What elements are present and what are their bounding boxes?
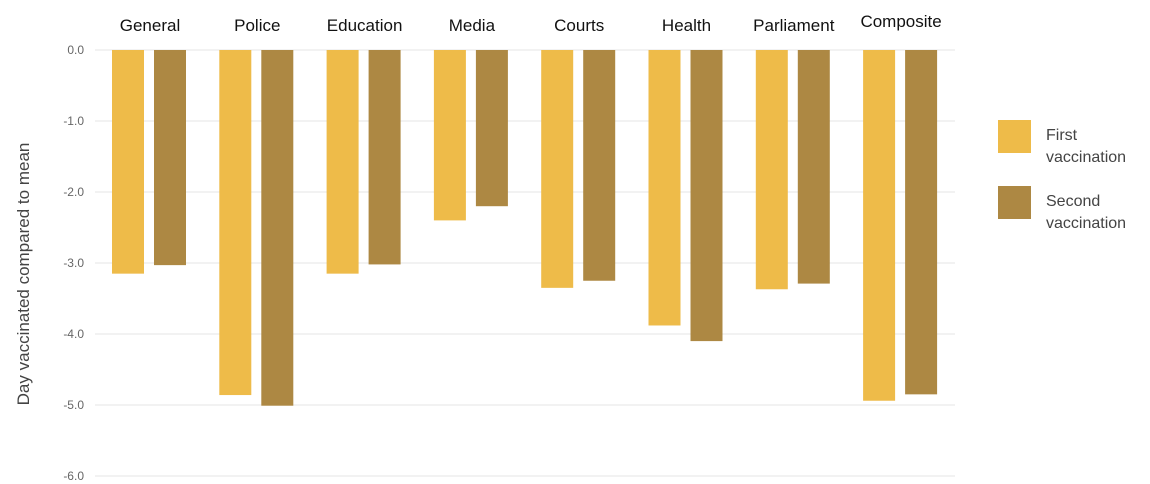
category-label: Courts	[554, 16, 604, 35]
bar-second-police	[261, 50, 294, 406]
category-labels: General Police Education Media Courts Health P…	[120, 12, 942, 35]
legend-label-second: Second vaccination	[1046, 193, 1126, 232]
y-tick-label: -5.0	[63, 398, 84, 412]
y-tick-label: -6.0	[63, 469, 84, 483]
category-label: Health	[662, 16, 711, 35]
bar-second-health	[690, 50, 723, 342]
legend: First vaccination Second vaccination	[998, 120, 1126, 232]
category-label: Parliament	[753, 16, 835, 35]
bar-first-police	[219, 50, 252, 396]
y-tick-label: -4.0	[63, 327, 84, 341]
bar-second-courts	[583, 50, 616, 281]
bars	[112, 50, 938, 406]
y-axis-title: Day vaccinated compared to mean	[14, 143, 33, 406]
bar-second-education	[368, 50, 401, 265]
y-tick-label: 0.0	[67, 43, 84, 57]
legend-label-first: First vaccination	[1046, 127, 1126, 166]
bar-second-general	[154, 50, 186, 266]
bar-first-courts	[541, 50, 574, 288]
category-label: Composite	[860, 12, 941, 31]
legend-swatch-second	[998, 186, 1031, 219]
category-label: Media	[449, 16, 496, 35]
legend-line: vaccination	[1046, 149, 1126, 166]
bar-first-parliament	[755, 50, 788, 290]
bar-second-composite	[905, 50, 938, 395]
y-tick-label: -1.0	[63, 114, 84, 128]
bar-first-education	[326, 50, 359, 274]
bar-first-health	[648, 50, 681, 326]
bar-first-composite	[863, 50, 896, 401]
bar-first-general	[112, 50, 144, 274]
bar-second-parliament	[797, 50, 830, 284]
y-tick-label: -3.0	[63, 256, 84, 270]
bar-first-media	[433, 50, 466, 221]
legend-line: Second	[1046, 193, 1100, 210]
category-label: Police	[234, 16, 280, 35]
bar-second-media	[475, 50, 508, 207]
legend-line: vaccination	[1046, 215, 1126, 232]
category-label: General	[120, 16, 180, 35]
legend-swatch-first	[998, 120, 1031, 153]
legend-line: First	[1046, 127, 1078, 144]
y-axis-ticks: 0.0 -1.0 -2.0 -3.0 -4.0 -5.0 -6.0	[63, 43, 84, 483]
y-tick-label: -2.0	[63, 185, 84, 199]
category-label: Education	[327, 16, 403, 35]
